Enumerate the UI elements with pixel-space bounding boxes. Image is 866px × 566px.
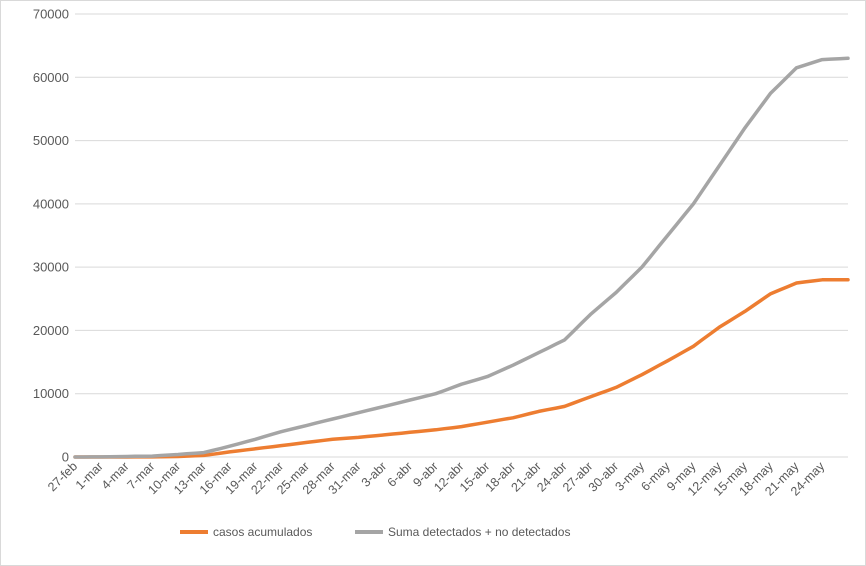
series-line-1	[73, 278, 850, 459]
y-tick-label: 40000	[33, 196, 69, 211]
x-tick-label: 3-abr	[359, 459, 390, 490]
gridlines	[75, 13, 848, 458]
x-axis: 27-feb1-mar4-mar7-mar10-mar13-mar16-mar1…	[45, 459, 828, 499]
y-tick-label: 70000	[33, 7, 69, 22]
x-tick-label: 1-mar	[73, 459, 106, 492]
x-tick-label: 4-mar	[99, 459, 132, 492]
legend-label-2: Suma detectados + no detectados	[388, 525, 570, 539]
y-tick-label: 50000	[33, 133, 69, 148]
x-tick-label: 6-abr	[385, 459, 416, 490]
y-tick-label: 10000	[33, 386, 69, 401]
y-tick-label: 0	[62, 450, 69, 465]
y-tick-label: 60000	[33, 70, 69, 85]
y-tick-label: 20000	[33, 323, 69, 338]
series-lines	[73, 56, 850, 459]
x-tick-label: 30-abr	[586, 459, 621, 494]
series-line-2	[73, 56, 850, 459]
legend: casos acumulados Suma detectados + no det…	[180, 525, 570, 539]
y-tick-label: 30000	[33, 260, 69, 275]
y-axis: 0 10000 20000 30000 40000 50000 60000 70000	[33, 7, 69, 465]
legend-label-1: casos acumulados	[213, 525, 312, 539]
